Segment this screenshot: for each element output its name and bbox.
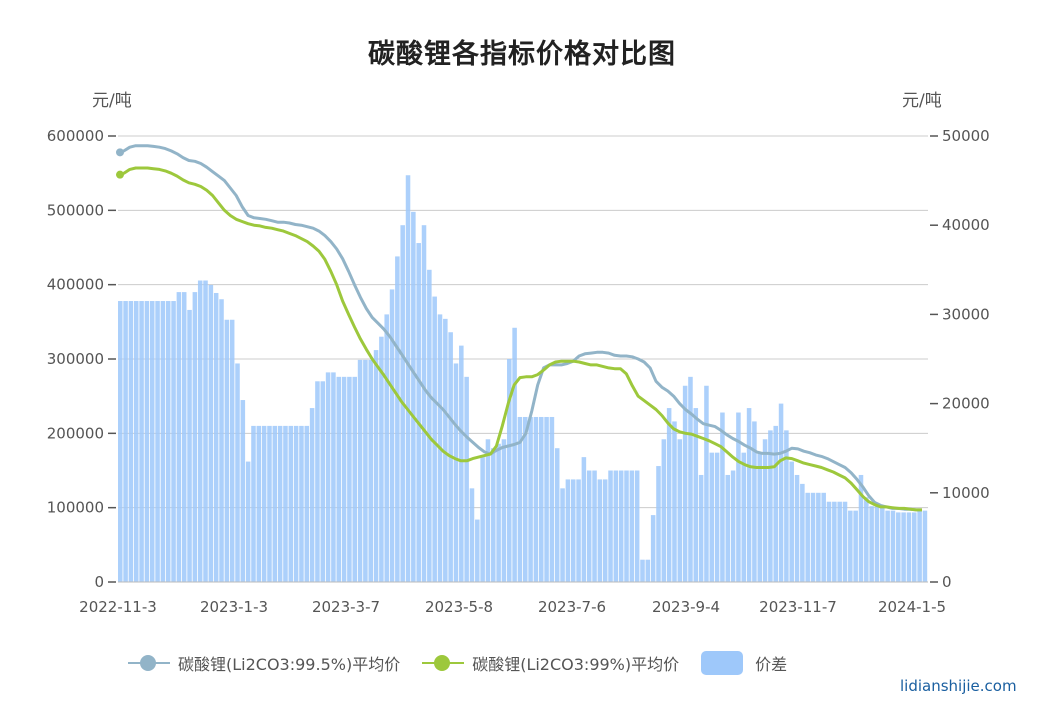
legend-label-995: 碳酸锂(Li2CO3:99.5%)平均价 [178,655,401,674]
svg-text:100000: 100000 [47,499,104,517]
line-marker-icon [128,653,170,673]
svg-text:200000: 200000 [47,424,104,442]
legend-label-99: 碳酸锂(Li2CO3:99%)平均价 [472,655,680,674]
svg-text:400000: 400000 [47,276,104,294]
svg-text:2023-9-4: 2023-9-4 [652,598,720,616]
svg-text:0: 0 [94,573,104,591]
bar-swatch-icon [701,651,744,675]
spread-bars [118,175,928,583]
legend-item-99[interactable]: 碳酸锂(Li2CO3:99%)平均价 [422,651,679,675]
svg-text:500000: 500000 [47,201,104,219]
left-axis-unit: 元/吨 [92,91,132,111]
svg-text:0: 0 [942,573,952,591]
price-lines [116,144,922,512]
svg-text:2023-1-3: 2023-1-3 [200,598,268,616]
line-marker-icon [422,653,465,673]
svg-text:10000: 10000 [942,484,990,502]
legend-item-spread[interactable]: 价差 [701,651,787,675]
svg-text:50000: 50000 [942,127,990,145]
svg-text:30000: 30000 [942,305,990,323]
watermark: lidianshijie.com [900,677,1017,695]
svg-text:2023-3-7: 2023-3-7 [312,598,380,616]
legend: 碳酸锂(Li2CO3:99.5%)平均价 碳酸锂(Li2CO3:99%)平均价 … [128,651,809,675]
svg-text:300000: 300000 [47,350,104,368]
axes: 6000005000004000003000002000001000000500… [47,127,990,616]
svg-text:2023-7-6: 2023-7-6 [538,598,606,616]
right-axis-unit: 元/吨 [902,91,942,111]
legend-label-spread: 价差 [755,655,788,674]
svg-text:20000: 20000 [942,395,990,413]
chart-title: 碳酸锂各指标价格对比图 [368,39,676,70]
svg-text:2024-1-5: 2024-1-5 [878,598,946,616]
legend-item-995[interactable]: 碳酸锂(Li2CO3:99.5%)平均价 [128,651,400,675]
svg-text:2022-11-3: 2022-11-3 [79,598,157,616]
svg-text:2023-11-7: 2023-11-7 [759,598,837,616]
svg-text:600000: 600000 [47,127,104,145]
svg-text:2023-5-8: 2023-5-8 [425,598,493,616]
svg-text:40000: 40000 [942,216,990,234]
